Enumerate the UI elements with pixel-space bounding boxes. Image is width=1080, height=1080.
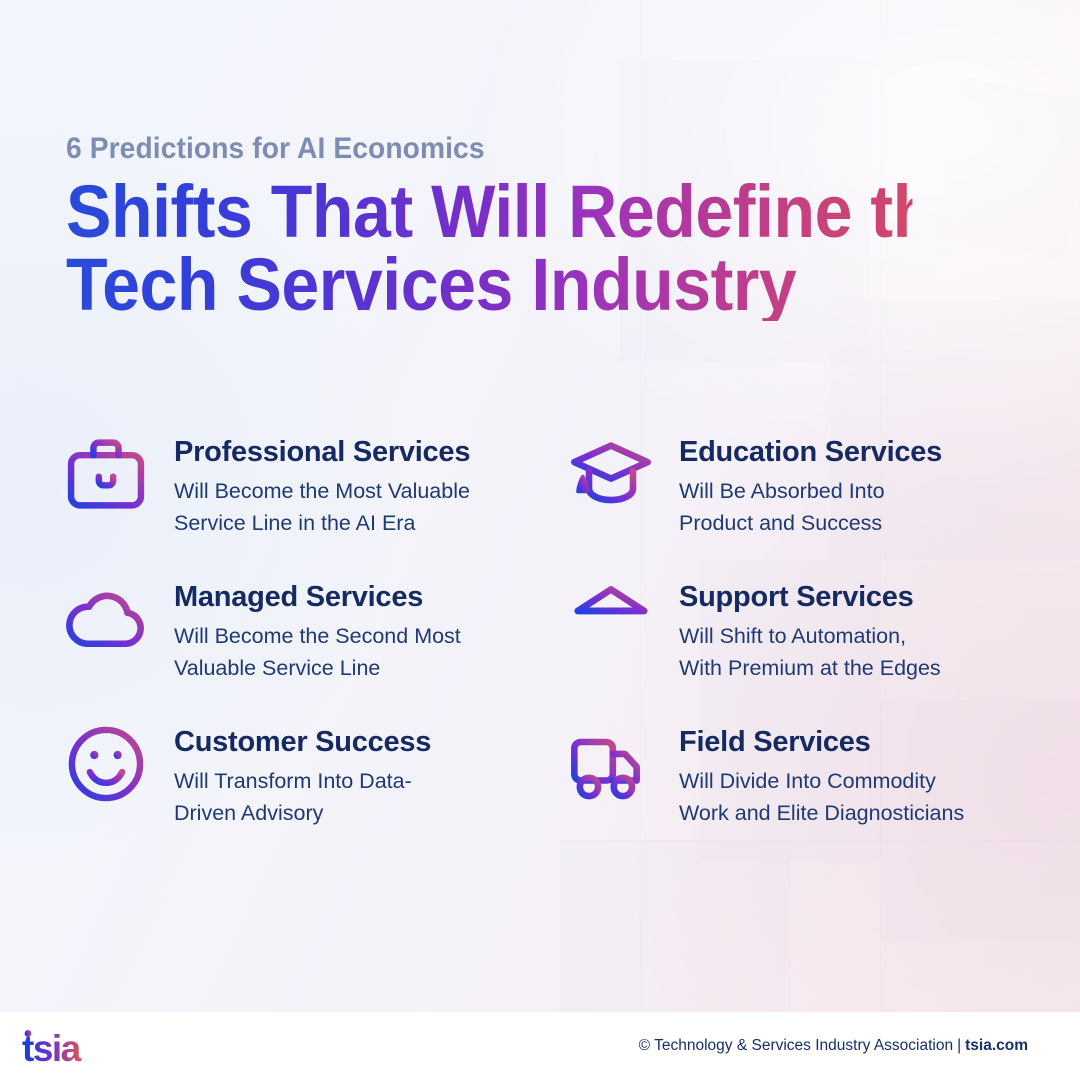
prediction-desc-line-1: Will Become the Most Valuable <box>174 479 470 503</box>
bank-icon <box>565 573 657 665</box>
prediction-text: Education Services Will Be Absorbed Into… <box>679 424 942 539</box>
prediction-title: Managed Services <box>174 581 424 613</box>
prediction-desc-line-2: Service Line in the AI Era <box>174 510 416 535</box>
svg-text:tsia: tsia <box>22 1028 82 1068</box>
prediction-description: Will Transform Into Data- Driven Advisor… <box>174 766 431 829</box>
website-link[interactable]: tsia.com <box>965 1037 1028 1054</box>
prediction-title: Education Services <box>679 436 943 468</box>
header-block: 6 Predictions for AI Economics Shifts Th… <box>66 132 986 321</box>
prediction-item-professional-services: Professional Services Will Become the Mo… <box>60 424 560 569</box>
eyebrow-text: 6 Predictions for AI Economics <box>66 132 485 165</box>
prediction-item-support-services: Support Services Will Shift to Automatio… <box>560 569 1020 714</box>
prediction-desc-line-2: Driven Advisory <box>174 800 324 825</box>
prediction-item-field-services: Field Services Will Divide Into Commodit… <box>560 714 1020 859</box>
prediction-description: Will Be Absorbed Into Product and Succes… <box>679 476 942 539</box>
prediction-desc-line-1: Will Divide Into Commodity <box>679 769 936 793</box>
prediction-item-managed-services: Managed Services Will Become the Second … <box>60 569 560 714</box>
prediction-desc-line-2: With Premium at the Edges <box>679 655 941 680</box>
prediction-title: Customer Success <box>174 726 432 758</box>
prediction-text: Professional Services Will Become the Mo… <box>174 424 470 539</box>
footer-attribution: © Technology & Services Industry Associa… <box>639 1037 1028 1055</box>
page-title: Shifts That Will Redefine the Tech Servi… <box>66 176 912 321</box>
tsia-logo[interactable]: tsia <box>16 1024 128 1068</box>
prediction-description: Will Divide Into Commodity Work and Elit… <box>679 766 964 829</box>
prediction-desc-line-1: Will Transform Into Data- <box>174 769 412 793</box>
predictions-grid: Professional Services Will Become the Mo… <box>60 424 1020 859</box>
prediction-title: Professional Services <box>174 436 471 468</box>
prediction-item-education-services: Education Services Will Be Absorbed Into… <box>560 424 1020 569</box>
delivery-truck-icon <box>565 718 657 810</box>
prediction-desc-line-1: Will Be Absorbed Into <box>679 479 885 503</box>
prediction-desc-line-2: Product and Success <box>679 510 883 535</box>
prediction-description: Will Shift to Automation, With Premium a… <box>679 621 941 684</box>
prediction-description: Will Become the Second Most Valuable Ser… <box>174 621 461 684</box>
prediction-text: Field Services Will Divide Into Commodit… <box>679 714 964 829</box>
prediction-desc-line-2: Work and Elite Diagnosticians <box>679 800 965 825</box>
prediction-item-customer-success: Customer Success Will Transform Into Dat… <box>60 714 560 859</box>
prediction-title: Field Services <box>679 726 871 758</box>
headline-line-2: Tech Services Industry <box>66 242 797 326</box>
smiley-face-icon <box>60 718 152 810</box>
prediction-desc-line-2: Valuable Service Line <box>174 655 381 680</box>
headline-line-1: Shifts That Will Redefine the <box>66 170 972 253</box>
prediction-desc-line-1: Will Become the Second Most <box>174 624 461 648</box>
prediction-text: Customer Success Will Transform Into Dat… <box>174 714 431 829</box>
cloud-icon <box>60 573 152 665</box>
briefcase-icon <box>60 428 152 520</box>
prediction-description: Will Become the Most Valuable Service Li… <box>174 476 470 539</box>
graduation-cap-icon <box>565 428 657 520</box>
prediction-desc-line-1: Will Shift to Automation, <box>679 624 907 648</box>
footer-bar: tsia © Technology & Services Industry As… <box>0 1012 1080 1080</box>
prediction-title: Support Services <box>679 581 914 613</box>
copyright-text: © Technology & Services Industry Associa… <box>638 1037 954 1054</box>
separator: | <box>957 1037 962 1054</box>
prediction-text: Support Services Will Shift to Automatio… <box>679 569 941 684</box>
prediction-text: Managed Services Will Become the Second … <box>174 569 461 684</box>
